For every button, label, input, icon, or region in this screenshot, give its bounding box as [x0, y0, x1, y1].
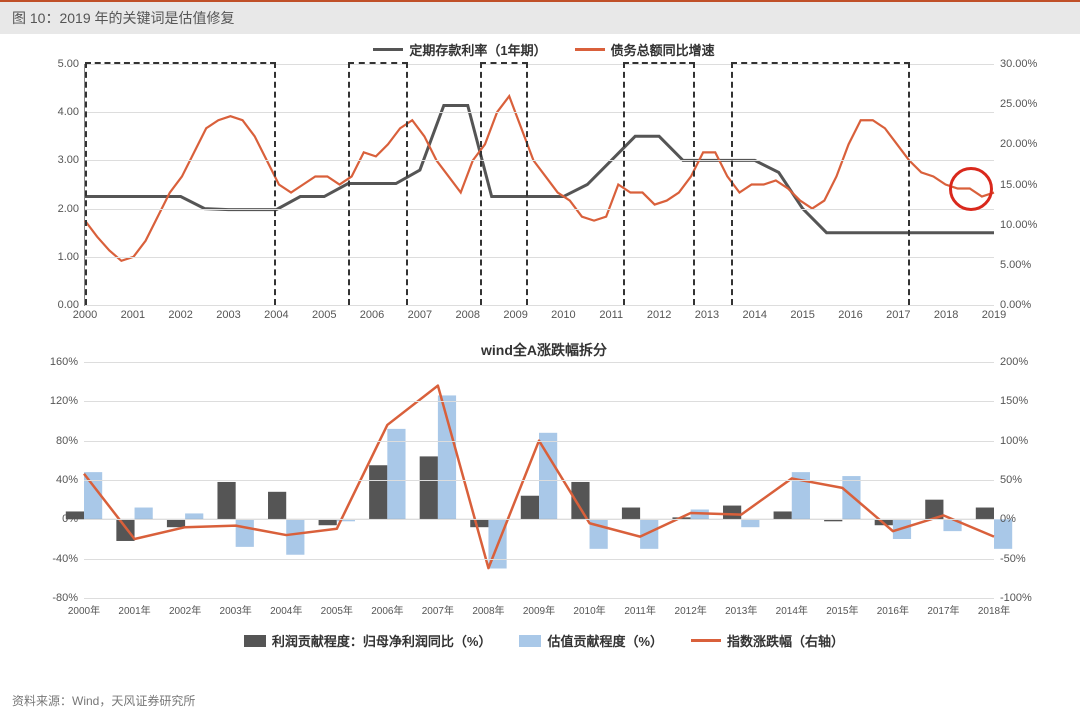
- legend-deposit: 定期存款利率（1年期）: [409, 40, 546, 59]
- legend-debt: 债务总额同比增速: [611, 40, 715, 59]
- top-plot: 0.001.002.003.004.005.000.00%5.00%10.00%…: [84, 64, 994, 306]
- top-chart: 定期存款利率（1年期） 债务总额同比增速 0.001.002.003.004.0…: [54, 40, 1034, 330]
- legend-swatch-profit: [244, 635, 266, 647]
- bottom-chart: wind全A涨跌幅拆分 -80%-40%0%40%80%120%160%-100…: [54, 338, 1034, 648]
- figure-title: 图 10：2019 年的关键词是估值修复: [0, 0, 1080, 34]
- legend-swatch-debt: [575, 48, 605, 51]
- legend-profit: 利润贡献程度：归母净利润同比（%）: [272, 631, 492, 650]
- legend-valuation: 估值贡献程度（%）: [547, 631, 663, 650]
- bottom-legend: 利润贡献程度：归母净利润同比（%） 估值贡献程度（%） 指数涨跌幅（右轴）: [54, 631, 1034, 650]
- source-text: 资料来源：Wind，天风证券研究所: [12, 692, 195, 709]
- legend-swatch-valuation: [519, 635, 541, 647]
- chart-container: 定期存款利率（1年期） 债务总额同比增速 0.001.002.003.004.0…: [54, 40, 1034, 670]
- legend-swatch-index: [691, 639, 721, 642]
- bottom-plot: -80%-40%0%40%80%120%160%-100%-50%0%50%10…: [84, 362, 994, 598]
- legend-swatch-deposit: [373, 48, 403, 51]
- legend-index: 指数涨跌幅（右轴）: [727, 631, 844, 650]
- top-legend: 定期存款利率（1年期） 债务总额同比增速: [54, 40, 1034, 59]
- bottom-subtitle: wind全A涨跌幅拆分: [481, 340, 607, 360]
